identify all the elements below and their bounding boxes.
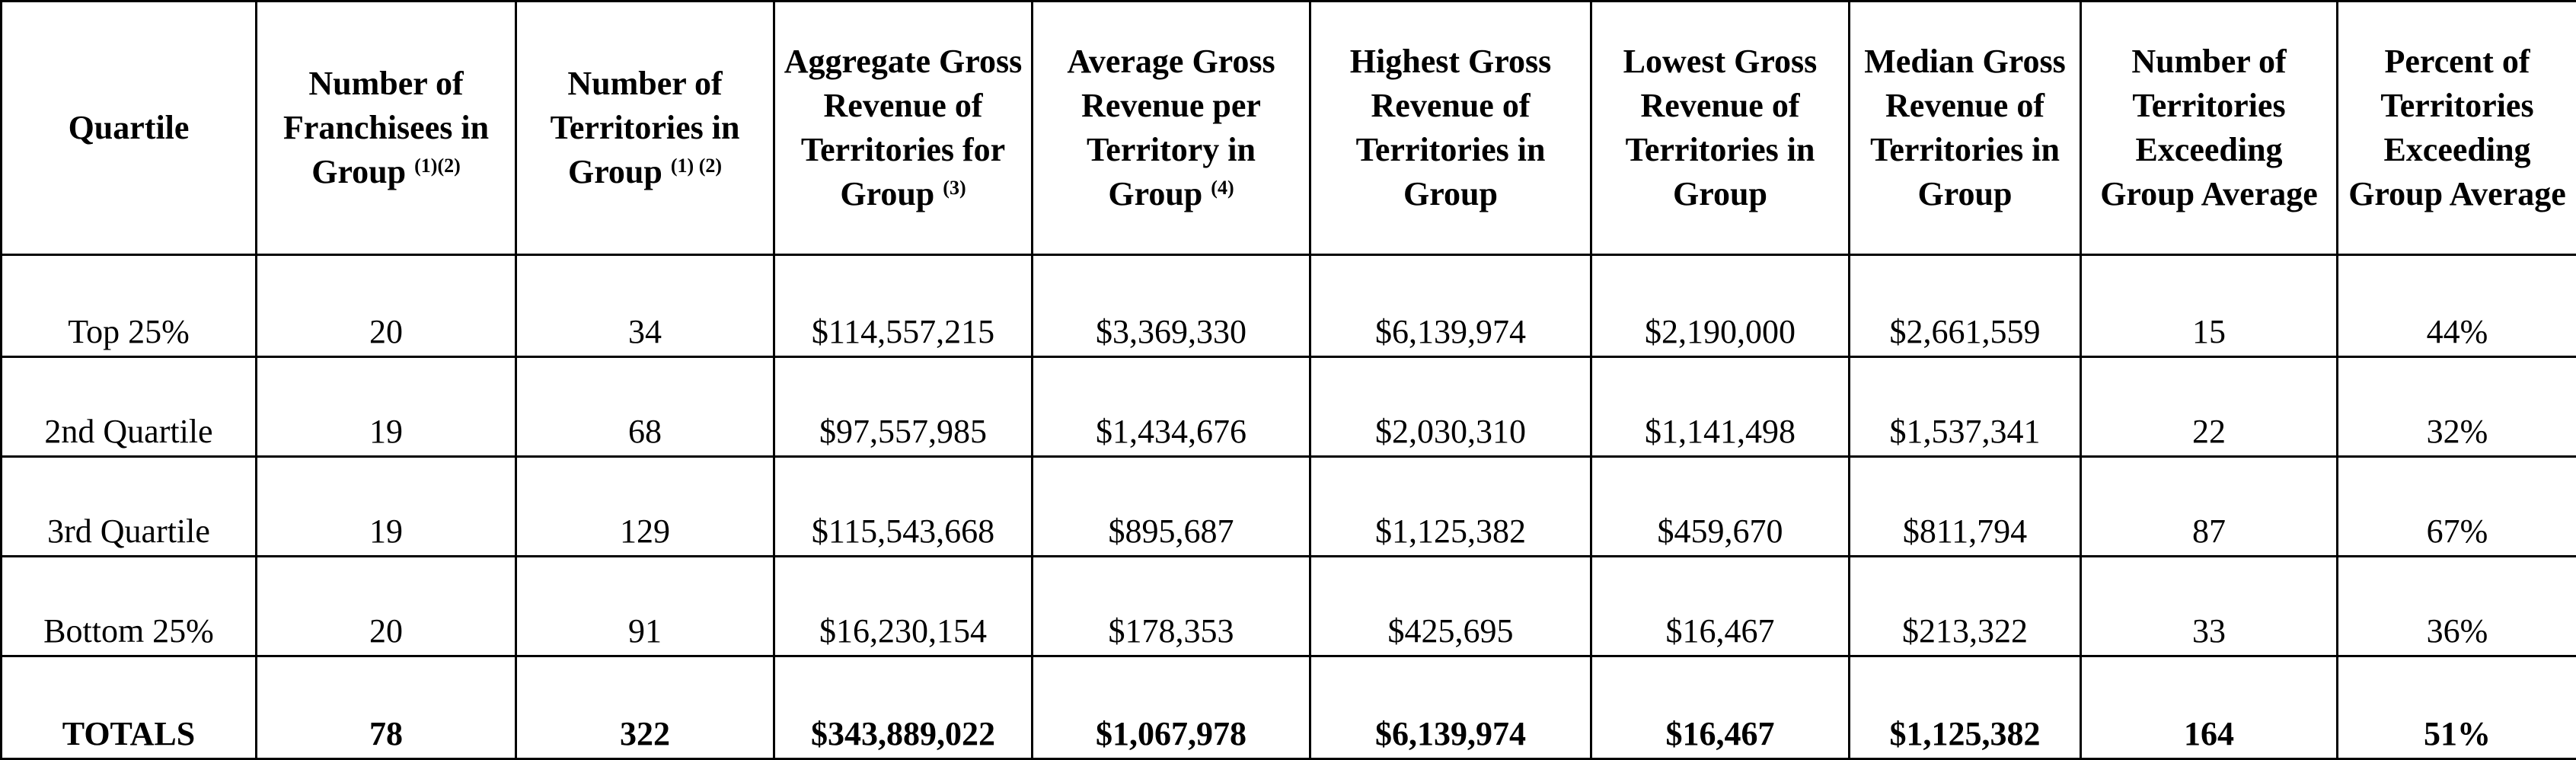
- cell: 19: [257, 457, 516, 557]
- cell: 129: [516, 457, 774, 557]
- cell: 36%: [2338, 557, 2576, 656]
- row-label: 2nd Quartile: [2, 357, 257, 457]
- footnote-ref: (3): [943, 177, 966, 199]
- header-cell: Median Gross Revenue of Territories in G…: [1850, 2, 2081, 255]
- footnote-ref: (1) (2): [671, 155, 722, 177]
- cell: $1,537,341: [1850, 357, 2081, 457]
- header-row: Quartile Number of Franchisees in Group (…: [2, 2, 2576, 255]
- cell: 19: [257, 357, 516, 457]
- cell: $6,139,974: [1310, 255, 1591, 357]
- cell: $1,434,676: [1033, 357, 1310, 457]
- row-label: 3rd Quartile: [2, 457, 257, 557]
- header-cell: Average Gross Revenue per Territory in G…: [1033, 2, 1310, 255]
- header-text: Quartile: [69, 109, 190, 146]
- row-label: Bottom 25%: [2, 557, 257, 656]
- cell: $2,190,000: [1591, 255, 1850, 357]
- total-cell: $1,125,382: [1850, 656, 2081, 759]
- cell: 68: [516, 357, 774, 457]
- total-cell: 78: [257, 656, 516, 759]
- cell: $2,661,559: [1850, 255, 2081, 357]
- row-label: Top 25%: [2, 255, 257, 357]
- cell: 91: [516, 557, 774, 656]
- cell: $2,030,310: [1310, 357, 1591, 457]
- cell: 34: [516, 255, 774, 357]
- cell: $3,369,330: [1033, 255, 1310, 357]
- header-cell: Percent of Territories Exceeding Group A…: [2338, 2, 2576, 255]
- header-text: Aggregate Gross Revenue of Territories f…: [784, 43, 1022, 212]
- cell: $213,322: [1850, 557, 2081, 656]
- cell: $811,794: [1850, 457, 2081, 557]
- cell: $114,557,215: [774, 255, 1033, 357]
- header-text: Lowest Gross Revenue of Territories in G…: [1623, 43, 1818, 212]
- cell: $115,543,668: [774, 457, 1033, 557]
- total-cell: 51%: [2338, 656, 2576, 759]
- header-text: Percent of Territories Exceeding Group A…: [2348, 43, 2566, 212]
- cell: $459,670: [1591, 457, 1850, 557]
- cell: 20: [257, 255, 516, 357]
- cell: $1,125,382: [1310, 457, 1591, 557]
- total-cell: 164: [2081, 656, 2338, 759]
- cell: $16,467: [1591, 557, 1850, 656]
- cell: $97,557,985: [774, 357, 1033, 457]
- cell: 20: [257, 557, 516, 656]
- header-cell: Number of Territories Exceeding Group Av…: [2081, 2, 2338, 255]
- footnote-ref: (4): [1211, 177, 1234, 199]
- header-text: Median Gross Revenue of Territories in G…: [1864, 43, 2065, 212]
- cell: $16,230,154: [774, 557, 1033, 656]
- cell: 67%: [2338, 457, 2576, 557]
- total-cell: $343,889,022: [774, 656, 1033, 759]
- footnote-ref: (1)(2): [414, 155, 461, 177]
- total-cell: $1,067,978: [1033, 656, 1310, 759]
- cell: $425,695: [1310, 557, 1591, 656]
- header-cell: Number of Franchisees in Group (1)(2): [257, 2, 516, 255]
- total-cell: $6,139,974: [1310, 656, 1591, 759]
- header-cell: Lowest Gross Revenue of Territories in G…: [1591, 2, 1850, 255]
- header-text: Highest Gross Revenue of Territories in …: [1350, 43, 1551, 212]
- header-cell: Number of Territories in Group (1) (2): [516, 2, 774, 255]
- total-cell: 322: [516, 656, 774, 759]
- total-cell: $16,467: [1591, 656, 1850, 759]
- cell: $178,353: [1033, 557, 1310, 656]
- cell: 15: [2081, 255, 2338, 357]
- header-text: Number of Territories Exceeding Group Av…: [2100, 43, 2318, 212]
- totals-label: TOTALS: [2, 656, 257, 759]
- header-cell: Aggregate Gross Revenue of Territories f…: [774, 2, 1033, 255]
- cell: 44%: [2338, 255, 2576, 357]
- cell: 87: [2081, 457, 2338, 557]
- cell: 32%: [2338, 357, 2576, 457]
- cell: 33: [2081, 557, 2338, 656]
- cell: $1,141,498: [1591, 357, 1850, 457]
- cell: 22: [2081, 357, 2338, 457]
- header-cell: Highest Gross Revenue of Territories in …: [1310, 2, 1591, 255]
- header-text: Average Gross Revenue per Territory in G…: [1067, 43, 1275, 212]
- cell: $895,687: [1033, 457, 1310, 557]
- header-cell: Quartile: [2, 2, 257, 255]
